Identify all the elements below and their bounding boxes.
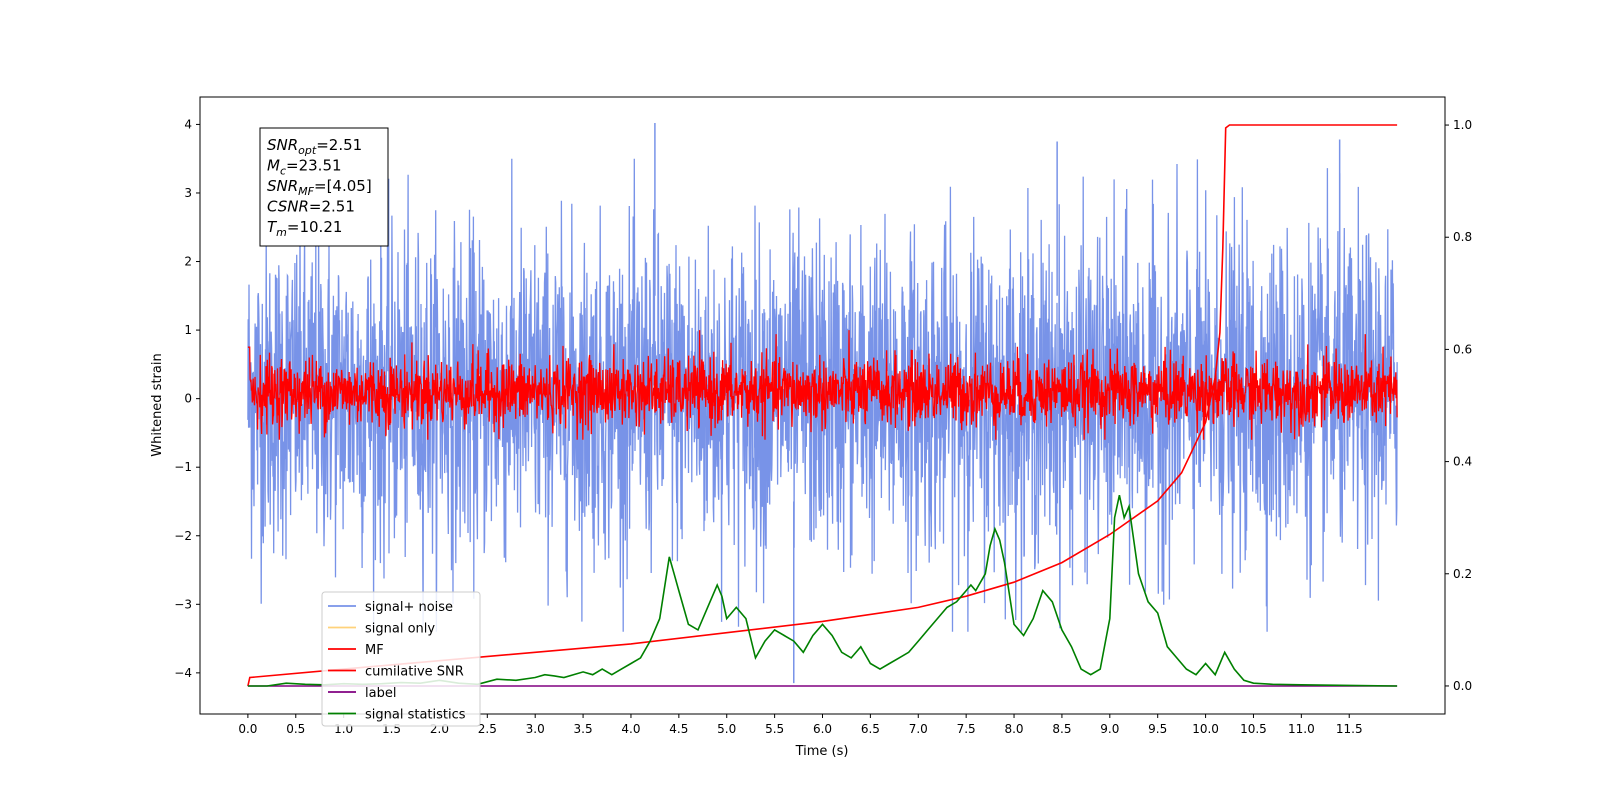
annotation-line: SNRopt=2.51	[267, 136, 362, 157]
x-tick-label: 3.5	[574, 722, 593, 736]
x-tick-label: 9.0	[1100, 722, 1119, 736]
legend-label: cumilative SNR	[365, 665, 464, 680]
annotation-symbol: CSNR	[267, 198, 309, 216]
y-tick-label: 0	[184, 392, 192, 406]
y-tick-label: −2	[174, 529, 192, 543]
annotation-line: Tm=10.21	[267, 218, 342, 239]
x-tick-label: 9.5	[1148, 722, 1167, 736]
annotation-frame	[259, 127, 389, 247]
annotation-line: CSNR=2.51	[267, 198, 355, 216]
y2-tick-label: 1.0	[1453, 118, 1472, 132]
annotation-subscript: m	[276, 226, 287, 239]
x-tick-label: 6.0	[813, 722, 832, 736]
x-tick-label: 0.5	[286, 722, 305, 736]
annotation-symbol: M	[267, 157, 280, 175]
legend-label: signal+ noise	[365, 600, 453, 615]
y-axis-label: Whitened strain	[150, 353, 165, 456]
annotation-subscript: c	[280, 165, 286, 178]
annotation-line: SNRMF=[4.05]	[267, 177, 372, 198]
x-tick-label: 7.5	[957, 722, 976, 736]
y-tick-label: −3	[174, 597, 192, 611]
annotation-value: =[4.05]	[314, 177, 372, 195]
series-line-mf	[247, 330, 1398, 440]
y-tick-label: 1	[184, 323, 192, 337]
x-tick-label: 2.5	[478, 722, 497, 736]
annotation-subscript: MF	[298, 185, 314, 198]
x-tick-label: 6.5	[861, 722, 880, 736]
y2-tick-label: 0.4	[1453, 455, 1472, 469]
x-tick-label: 0.0	[238, 722, 257, 736]
x-tick-label: 10.0	[1192, 722, 1219, 736]
x-axis-label: Time (s)	[795, 744, 849, 759]
annotation-value: =23.51	[286, 157, 342, 175]
x-tick-label: 11.5	[1336, 722, 1363, 736]
x-tick-label: 5.5	[765, 722, 784, 736]
annotation-subscript: opt	[298, 144, 317, 157]
x-tick-label: 3.0	[526, 722, 545, 736]
annotation-value: =10.21	[287, 218, 343, 236]
y-tick-label: 2	[184, 255, 192, 269]
legend-frame	[321, 591, 481, 727]
annotation-symbol: SNR	[267, 136, 298, 154]
x-tick-label: 7.0	[909, 722, 928, 736]
y2-tick-label: 0.2	[1453, 567, 1472, 581]
y2-tick-label: 0.6	[1453, 342, 1472, 356]
legend-label: label	[365, 686, 396, 701]
y2-tick-label: 0.0	[1453, 679, 1472, 693]
annotation-value: =2.51	[309, 198, 355, 216]
y2-tick-label: 0.8	[1453, 230, 1472, 244]
y-tick-label: 4	[184, 117, 192, 131]
annotation-box: SNRopt=2.51Mc=23.51SNRMF=[4.05]CSNR=2.51…	[259, 127, 389, 247]
y-tick-label: −4	[174, 666, 192, 680]
annotation-line: Mc=23.51	[267, 157, 342, 178]
legend-label: signal only	[365, 622, 435, 637]
x-tick-label: 8.5	[1052, 722, 1071, 736]
x-tick-label: 5.0	[717, 722, 736, 736]
x-tick-label: 8.0	[1004, 722, 1023, 736]
y-tick-label: −1	[174, 460, 192, 474]
y-tick-label: 3	[184, 186, 192, 200]
legend-label: signal statistics	[365, 708, 466, 723]
annotation-symbol: SNR	[267, 177, 298, 195]
x-tick-label: 11.0	[1288, 722, 1315, 736]
series-line-signal-statistics	[247, 495, 1398, 687]
y-axis-left: 4 3 2 1 0 −1 −2 −3 −4	[174, 117, 200, 680]
x-tick-label: 10.5	[1240, 722, 1267, 736]
y-axis-right: 1.0 0.8 0.6 0.4 0.2 0.0	[1445, 118, 1472, 693]
legend: signal+ noise signal only MF cumilative SNR…	[321, 591, 481, 727]
series-line-signal-noise	[247, 158, 1398, 632]
series-line-cumilative-snr	[247, 124, 1398, 687]
annotation-symbol: T	[267, 218, 278, 236]
x-tick-label: 4.0	[621, 722, 640, 736]
legend-label: MF	[365, 643, 384, 658]
x-tick-label: 4.5	[669, 722, 688, 736]
annotation-value: =2.51	[316, 136, 362, 154]
